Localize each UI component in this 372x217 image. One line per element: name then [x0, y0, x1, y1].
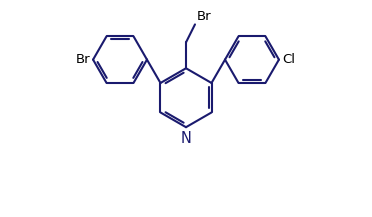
- Text: Cl: Cl: [282, 53, 295, 66]
- Text: N: N: [180, 132, 192, 146]
- Text: Br: Br: [197, 10, 211, 23]
- Text: Br: Br: [76, 53, 90, 66]
